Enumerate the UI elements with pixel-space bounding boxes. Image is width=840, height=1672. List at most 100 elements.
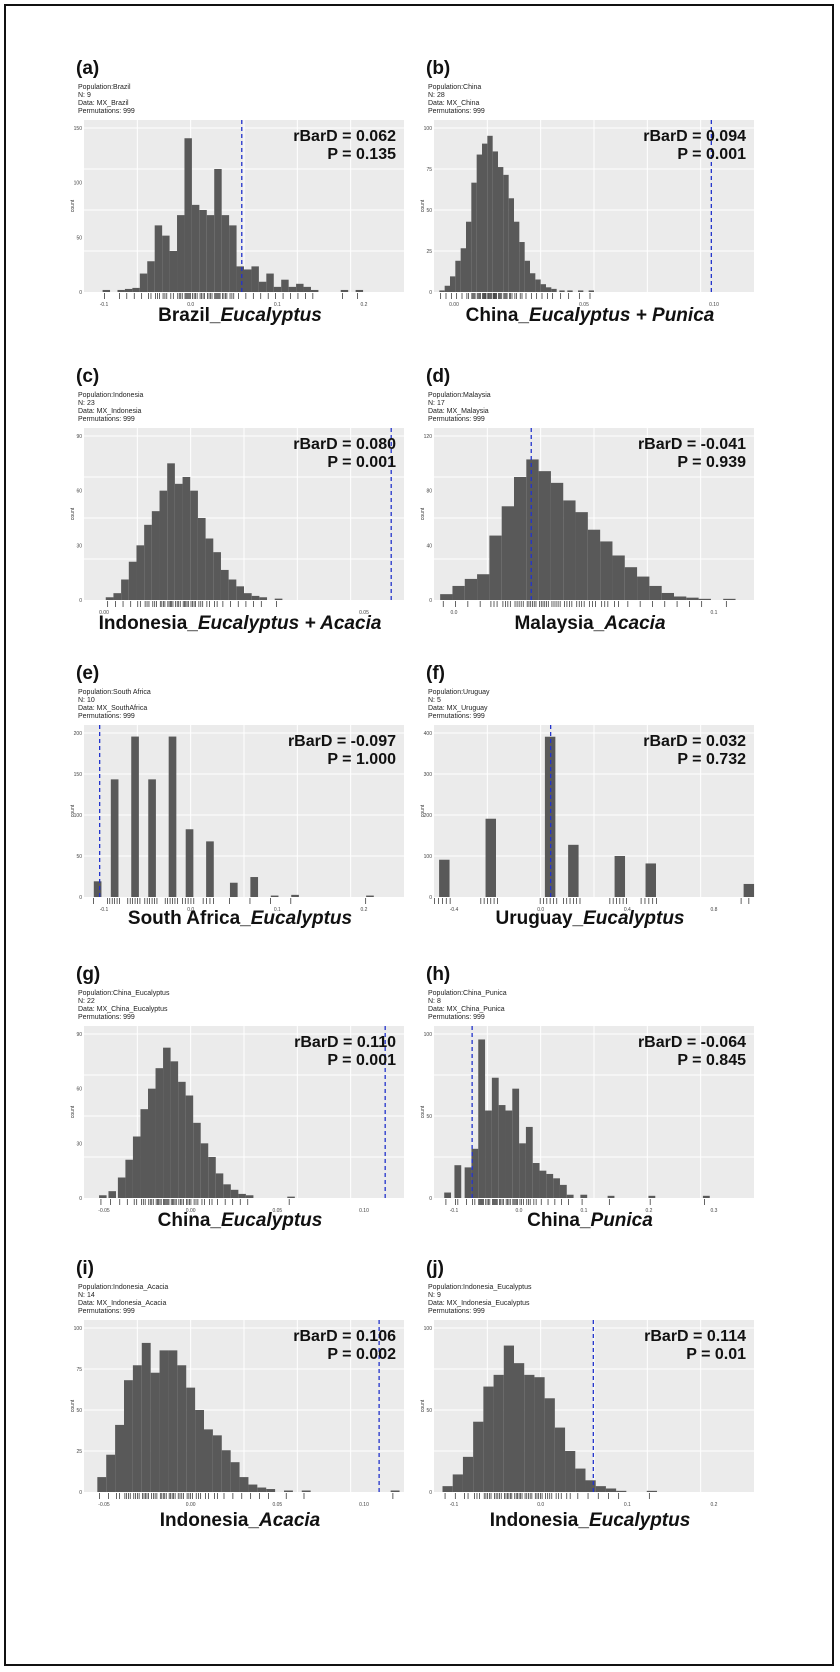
- metadata-line: Population:Indonesia_Acacia: [78, 1284, 169, 1291]
- panel-caption: Malaysia_Acacia: [420, 613, 760, 635]
- x-tick-label: 0.2: [646, 1208, 653, 1214]
- y-axis-label: count: [420, 199, 426, 212]
- histogram-bar: [244, 269, 252, 292]
- histogram-bar: [578, 290, 584, 292]
- histogram-bar: [514, 1363, 525, 1492]
- histogram-bar: [637, 576, 650, 600]
- histogram-bar: [503, 174, 509, 292]
- histogram-bar: [117, 1177, 126, 1198]
- histogram-bar: [303, 286, 311, 292]
- y-tick-label: 30: [76, 543, 82, 549]
- histogram-bar: [257, 1487, 267, 1492]
- histogram-bar: [212, 1435, 222, 1492]
- histogram-bar: [485, 1110, 492, 1198]
- histogram-bar: [539, 1170, 547, 1198]
- y-tick-label: 0: [79, 1196, 82, 1202]
- histogram-bar: [236, 266, 244, 292]
- panel-label: (i): [76, 1258, 94, 1279]
- histogram-bar: [108, 1191, 116, 1198]
- y-tick-label: 50: [76, 235, 82, 241]
- histogram-bar: [532, 1163, 540, 1198]
- histogram-bar: [200, 1143, 209, 1198]
- histogram-bar: [288, 286, 297, 292]
- stat-box: rBarD = 0.032 P = 0.732: [643, 733, 746, 769]
- y-tick-label: 80: [426, 489, 432, 495]
- histogram-bar: [478, 1039, 486, 1198]
- x-tick-label: 0.0: [451, 610, 458, 616]
- metadata-line: Data: MX_Brazil: [78, 100, 129, 107]
- x-tick-label: 0.0: [537, 1502, 544, 1508]
- histogram-bar: [585, 1480, 596, 1492]
- panel-caption: Uruguay_Eucalyptus: [420, 908, 760, 930]
- histogram-bar: [595, 1486, 606, 1492]
- metadata-line: N: 17: [428, 400, 445, 407]
- x-tick-label: 0.0: [537, 907, 544, 913]
- p-value: P = 0.001: [327, 1052, 396, 1069]
- caption-region: Indonesia_: [489, 1510, 589, 1531]
- metadata-line: Data: MX_Indonesia: [78, 408, 142, 415]
- histogram-bar: [519, 242, 525, 292]
- rbard-value: rBarD = 0.094: [643, 128, 746, 145]
- histogram-bar: [524, 1374, 535, 1492]
- histogram-bar: [512, 1088, 520, 1198]
- y-tick-label: 100: [424, 126, 433, 132]
- y-axis-label: count: [420, 507, 426, 520]
- histogram-bar: [540, 284, 546, 292]
- rbard-value: rBarD = 0.106: [293, 1328, 396, 1345]
- histogram-bar: [128, 561, 137, 600]
- y-tick-label: 200: [424, 813, 433, 819]
- y-tick-label: 120: [424, 434, 433, 440]
- histogram-bar: [168, 736, 177, 897]
- caption-region: Malaysia_: [514, 613, 605, 634]
- histogram-bar: [565, 1451, 576, 1492]
- y-tick-label: 0: [79, 290, 82, 296]
- panel: (j) Population:Indonesia_Eucalyptus N: 9 Da…: [420, 1258, 760, 1518]
- histogram-bar: [115, 1424, 124, 1492]
- histogram-bar: [567, 290, 573, 292]
- histogram-bar: [508, 198, 514, 292]
- caption-host-genus: Eucalyptus: [583, 908, 685, 929]
- x-tick-label: 0.1: [711, 610, 718, 616]
- histogram-bar: [600, 541, 613, 600]
- panel-label: (a): [76, 58, 100, 79]
- p-value: P = 1.000: [327, 751, 396, 768]
- caption-host-genus: Eucalyptus: [588, 1510, 691, 1531]
- metadata-line: Permutations: 999: [78, 416, 135, 423]
- histogram-bar: [215, 1173, 224, 1198]
- histogram-bar: [439, 290, 445, 292]
- histogram-bar: [185, 829, 194, 897]
- y-tick-label: 60: [76, 489, 82, 495]
- histogram-bar: [723, 598, 736, 600]
- histogram-bar: [221, 1450, 231, 1492]
- y-tick-label: 50: [426, 208, 432, 214]
- histogram-bar: [624, 567, 638, 600]
- histogram-bar: [473, 1421, 484, 1492]
- histogram-bar: [519, 1143, 526, 1198]
- histogram-bar: [649, 585, 662, 600]
- x-tick-label: 0.10: [359, 1502, 369, 1508]
- histogram-bar: [206, 841, 214, 897]
- histogram-bar: [466, 221, 472, 292]
- p-value: P = 0.01: [686, 1346, 746, 1363]
- stat-box: rBarD = -0.097 P = 1.000: [288, 733, 396, 769]
- metadata-line: Data: MX_Uruguay: [428, 705, 488, 712]
- x-tick-label: -0.1: [450, 1502, 459, 1508]
- histogram-bar: [452, 585, 465, 600]
- panel-metadata: Population:South Africa N: 10 Data: MX_Sou…: [78, 689, 151, 721]
- x-tick-label: 0.00: [186, 1208, 196, 1214]
- histogram-bar: [566, 1194, 574, 1198]
- histogram-bar: [587, 529, 601, 600]
- histogram-bar: [221, 215, 230, 292]
- histogram-bar: [686, 597, 699, 600]
- histogram-bar: [220, 569, 229, 600]
- panel-metadata: Population:Indonesia_Acacia N: 14 Data: MX…: [78, 1284, 168, 1316]
- histogram-bar: [132, 1136, 141, 1198]
- metadata-line: N: 23: [78, 400, 95, 407]
- x-tick-label: 0.1: [624, 1502, 631, 1508]
- metadata-line: Population:China_Punica: [428, 990, 507, 997]
- metadata-line: Permutations: 999: [78, 713, 135, 720]
- histogram-bar: [274, 598, 283, 600]
- histogram-bar: [136, 545, 145, 600]
- x-tick-label: 0.1: [274, 302, 281, 308]
